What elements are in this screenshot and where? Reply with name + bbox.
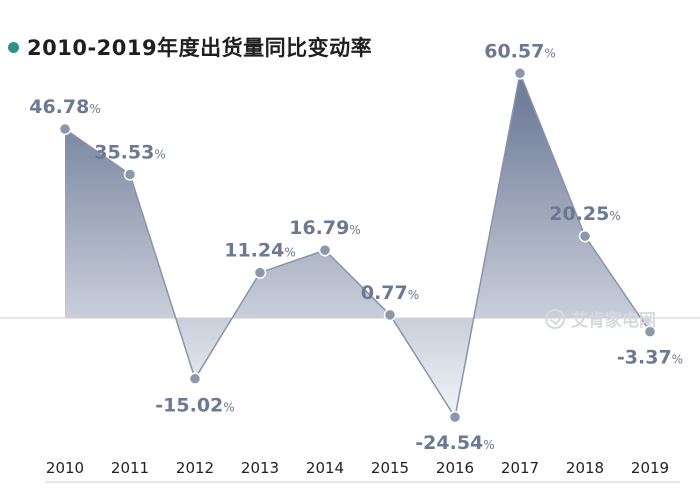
data-point-2019 — [643, 325, 657, 338]
data-label-2012: -15.02% — [155, 395, 234, 417]
data-label-2019: -3.37% — [617, 347, 683, 369]
label-layer: 46.78% 35.53% -15.02% 11.24%16.79% 0.77% -24.… — [29, 40, 683, 454]
data-label-2013: 11.24% — [224, 240, 296, 262]
x-tick-label-2017: 2017 — [501, 459, 539, 477]
x-tick-label-2015: 2015 — [371, 459, 409, 477]
data-point-2014 — [318, 243, 332, 257]
x-tick-label-2010: 2010 — [46, 459, 84, 477]
data-label-2011: 35.53% — [94, 141, 166, 163]
data-point-2018 — [578, 229, 592, 243]
x-tick-label-2019: 2019 — [631, 459, 669, 477]
watermark-text: 艾肯家电网 — [571, 311, 656, 331]
line-layer — [64, 70, 651, 420]
data-point-2015 — [383, 308, 397, 322]
point-layer — [58, 67, 657, 424]
watermark: 艾肯家电网 — [545, 306, 656, 331]
series-line — [64, 70, 651, 420]
data-label-2014: 16.79% — [289, 217, 361, 239]
data-point-2013 — [253, 266, 267, 279]
x-tick-label-2012: 2012 — [176, 459, 214, 477]
watermark-logo-icon — [545, 308, 565, 329]
x-tick-label-2018: 2018 — [566, 459, 604, 477]
chart-title-group: 2010-2019年度出货量同比变动率 — [8, 32, 372, 62]
data-point-2016 — [448, 410, 462, 424]
tick-layer: 2010 2011 2012 2013 2014 2015 2016 2017 2018 2019 — [46, 459, 669, 477]
x-tick-label-2013: 2013 — [241, 459, 279, 477]
data-point-2010 — [58, 122, 72, 136]
x-tick-label-2014: 2014 — [306, 459, 344, 477]
x-tick-label-2016: 2016 — [436, 459, 474, 477]
data-point-2011 — [123, 168, 137, 181]
data-label-2016: -24.54% — [415, 432, 494, 454]
x-tick-label-2011: 2011 — [111, 459, 149, 477]
data-label-2010: 46.78% — [29, 96, 101, 118]
data-label-2015: 0.77% — [361, 282, 419, 304]
data-point-2012 — [188, 372, 202, 385]
axis-layer — [0, 317, 700, 483]
data-label-2018: 20.25% — [549, 203, 621, 225]
data-label-2017: 60.57% — [484, 40, 556, 62]
data-point-2017 — [513, 67, 527, 80]
title-bullet-icon — [8, 41, 19, 53]
chart-title: 2010-2019年度出货量同比变动率 — [27, 36, 373, 60]
